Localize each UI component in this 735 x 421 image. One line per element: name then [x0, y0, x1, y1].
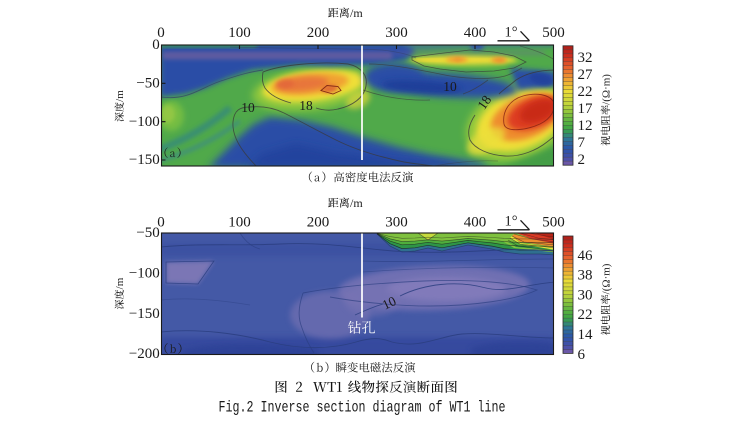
svg-text:400: 400 [464, 25, 487, 41]
svg-text:Fig.2 Inverse section diagram: Fig.2 Inverse section diagram of WT1 lin… [219, 399, 506, 417]
svg-text:0: 0 [157, 25, 165, 41]
svg-text:10: 10 [241, 100, 255, 115]
svg-text:200: 200 [307, 25, 330, 41]
svg-text:300: 300 [385, 214, 408, 230]
svg-text:/m: /m [114, 277, 126, 289]
svg-text:27: 27 [578, 67, 594, 83]
svg-text:/(Ω·m): /(Ω·m) [600, 263, 612, 294]
svg-text:22: 22 [578, 84, 593, 100]
svg-text:32: 32 [578, 50, 593, 66]
svg-text:100: 100 [228, 25, 251, 41]
svg-text:/m: /m [350, 196, 363, 210]
svg-text:22: 22 [578, 307, 593, 323]
svg-text:−200: −200 [129, 346, 160, 362]
svg-text:17: 17 [578, 101, 594, 117]
svg-text:1°: 1° [504, 213, 517, 229]
svg-text:38: 38 [578, 268, 593, 284]
svg-text:18: 18 [299, 98, 313, 113]
svg-text:/m: /m [114, 90, 126, 102]
svg-text:−100: −100 [129, 114, 160, 130]
svg-text:1°: 1° [504, 24, 517, 40]
svg-text:46: 46 [578, 248, 594, 264]
svg-text:−150: −150 [129, 152, 160, 168]
svg-text:12: 12 [578, 118, 593, 134]
svg-text:10: 10 [443, 79, 457, 94]
svg-text:500: 500 [542, 25, 565, 41]
svg-text:−50: −50 [136, 225, 159, 241]
svg-text:0: 0 [152, 37, 160, 53]
svg-text:6: 6 [578, 347, 586, 363]
svg-text:/(Ω·m): /(Ω·m) [600, 74, 612, 105]
svg-text:30: 30 [578, 287, 593, 303]
svg-text:−50: −50 [136, 76, 159, 92]
svg-text:−150: −150 [129, 306, 160, 322]
svg-text:300: 300 [385, 25, 408, 41]
svg-text:−100: −100 [129, 266, 160, 282]
svg-text:100: 100 [228, 214, 251, 230]
svg-text:10: 10 [380, 293, 399, 312]
svg-text:0: 0 [157, 214, 165, 230]
svg-text:500: 500 [542, 214, 565, 230]
svg-text:/m: /m [350, 6, 363, 20]
svg-text:2: 2 [578, 152, 586, 168]
svg-text:200: 200 [307, 214, 330, 230]
svg-text:7: 7 [578, 135, 586, 151]
svg-text:14: 14 [578, 327, 594, 343]
svg-text:400: 400 [464, 214, 487, 230]
